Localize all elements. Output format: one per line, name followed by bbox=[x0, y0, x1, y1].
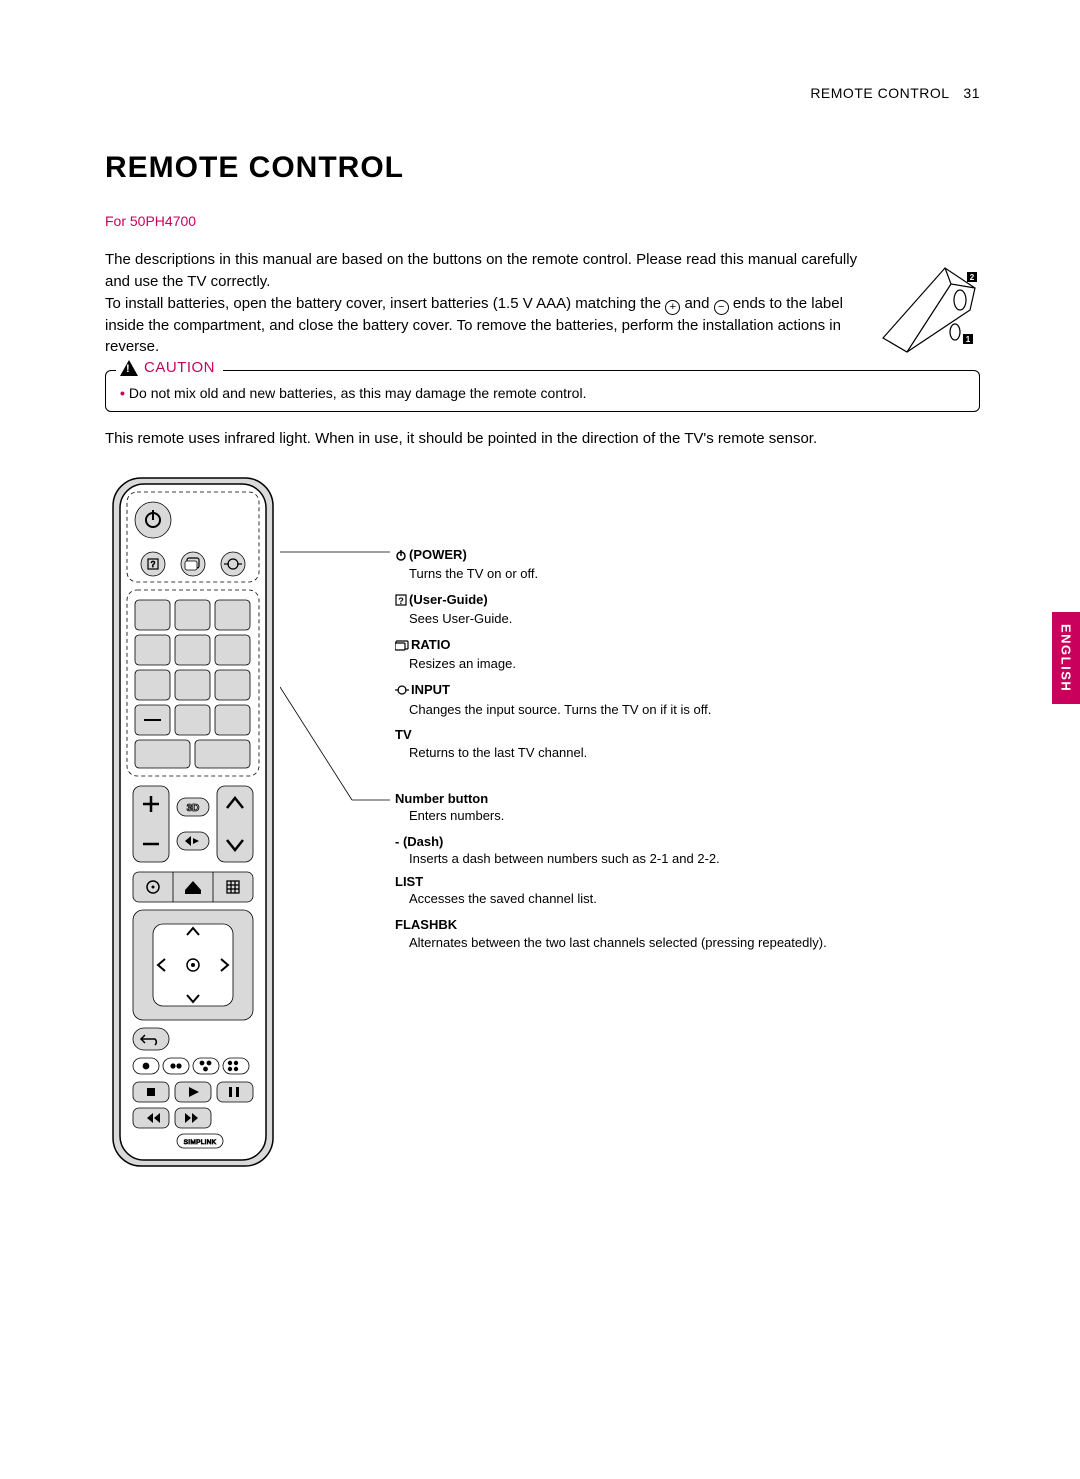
svg-text:?: ? bbox=[151, 560, 156, 569]
language-tab: ENGLISH bbox=[1052, 612, 1080, 704]
caution-label-text: CAUTION bbox=[144, 359, 215, 376]
number-desc: Enters numbers. bbox=[395, 807, 980, 825]
intro-block: The descriptions in this manual are base… bbox=[105, 249, 865, 358]
callout-group-2: Number button Enters numbers. - (Dash) I… bbox=[395, 790, 980, 959]
list-hd: LIST bbox=[395, 874, 423, 889]
model-label: For 50PH4700 bbox=[105, 213, 980, 229]
battery-illustration: 2 1 bbox=[875, 260, 980, 355]
plus-symbol-icon: + bbox=[665, 300, 680, 315]
caution-label: CAUTION bbox=[116, 359, 223, 376]
page-header: REMOTE CONTROL 31 bbox=[105, 85, 980, 101]
svg-text:SIMPLINK: SIMPLINK bbox=[184, 1139, 217, 1146]
flashbk-hd: FLASHBK bbox=[395, 917, 457, 932]
minus-symbol-icon: − bbox=[714, 300, 729, 315]
bullet-icon: • bbox=[120, 385, 125, 401]
sensor-note: This remote uses infrared light. When in… bbox=[105, 428, 980, 450]
page-title: REMOTE CONTROL bbox=[105, 151, 980, 185]
remote-illustration: ? bbox=[105, 472, 285, 1177]
power-icon bbox=[395, 548, 407, 566]
callout-power: (POWER) Turns the TV on or off. bbox=[395, 546, 980, 583]
svg-text:2: 2 bbox=[970, 273, 975, 282]
callout-dash: - (Dash) Inserts a dash between numbers … bbox=[395, 833, 980, 868]
caution-box: CAUTION •Do not mix old and new batterie… bbox=[105, 370, 980, 412]
svg-text:1: 1 bbox=[966, 335, 971, 344]
callout-input: INPUT Changes the input source. Turns th… bbox=[395, 681, 980, 718]
caution-triangle-icon bbox=[120, 360, 138, 376]
caution-text: Do not mix old and new batteries, as thi… bbox=[129, 385, 587, 401]
callout-group-1: (POWER) Turns the TV on or off. ? (User-G… bbox=[395, 546, 980, 769]
header-page-number: 31 bbox=[963, 85, 980, 101]
dash-hd: - (Dash) bbox=[395, 834, 443, 849]
power-desc: Turns the TV on or off. bbox=[395, 565, 980, 583]
list-desc: Accesses the saved channel list. bbox=[395, 890, 980, 908]
callout-list: LIST Accesses the saved channel list. bbox=[395, 873, 980, 908]
callouts-area: (POWER) Turns the TV on or off. ? (User-G… bbox=[285, 472, 980, 1177]
leader-lines bbox=[280, 472, 400, 872]
svg-text:3D: 3D bbox=[187, 803, 200, 814]
ratio-desc: Resizes an image. bbox=[395, 655, 980, 673]
tv-hd: TV bbox=[395, 727, 412, 742]
main-area: ? bbox=[105, 472, 980, 1177]
callout-number: Number button Enters numbers. bbox=[395, 790, 980, 825]
callout-tv: TV Returns to the last TV channel. bbox=[395, 726, 980, 761]
callout-flashbk: FLASHBK Alternates between the two last … bbox=[395, 916, 980, 951]
power-hd: (POWER) bbox=[409, 547, 467, 562]
user-guide-hd: (User-Guide) bbox=[409, 592, 488, 607]
number-hd: Number button bbox=[395, 791, 488, 806]
input-desc: Changes the input source. Turns the TV o… bbox=[395, 701, 980, 719]
intro-p1: The descriptions in this manual are base… bbox=[105, 251, 857, 290]
user-guide-icon: ? bbox=[395, 593, 407, 611]
user-guide-desc: Sees User-Guide. bbox=[395, 610, 980, 628]
svg-text:?: ? bbox=[398, 596, 404, 606]
flashbk-desc: Alternates between the two last channels… bbox=[395, 934, 980, 952]
input-hd: INPUT bbox=[411, 682, 450, 697]
dash-desc: Inserts a dash between numbers such as 2… bbox=[395, 850, 980, 868]
caution-body: •Do not mix old and new batteries, as th… bbox=[120, 381, 965, 401]
callout-user-guide: ? (User-Guide) Sees User-Guide. bbox=[395, 591, 980, 628]
callout-ratio: RATIO Resizes an image. bbox=[395, 636, 980, 673]
intro-p2a: To install batteries, open the battery c… bbox=[105, 295, 665, 312]
ratio-icon bbox=[395, 638, 409, 656]
ratio-hd: RATIO bbox=[411, 637, 450, 652]
header-section: REMOTE CONTROL bbox=[810, 85, 949, 101]
tv-desc: Returns to the last TV channel. bbox=[395, 744, 980, 762]
input-icon bbox=[395, 683, 409, 701]
intro-p2b: and bbox=[684, 295, 713, 312]
